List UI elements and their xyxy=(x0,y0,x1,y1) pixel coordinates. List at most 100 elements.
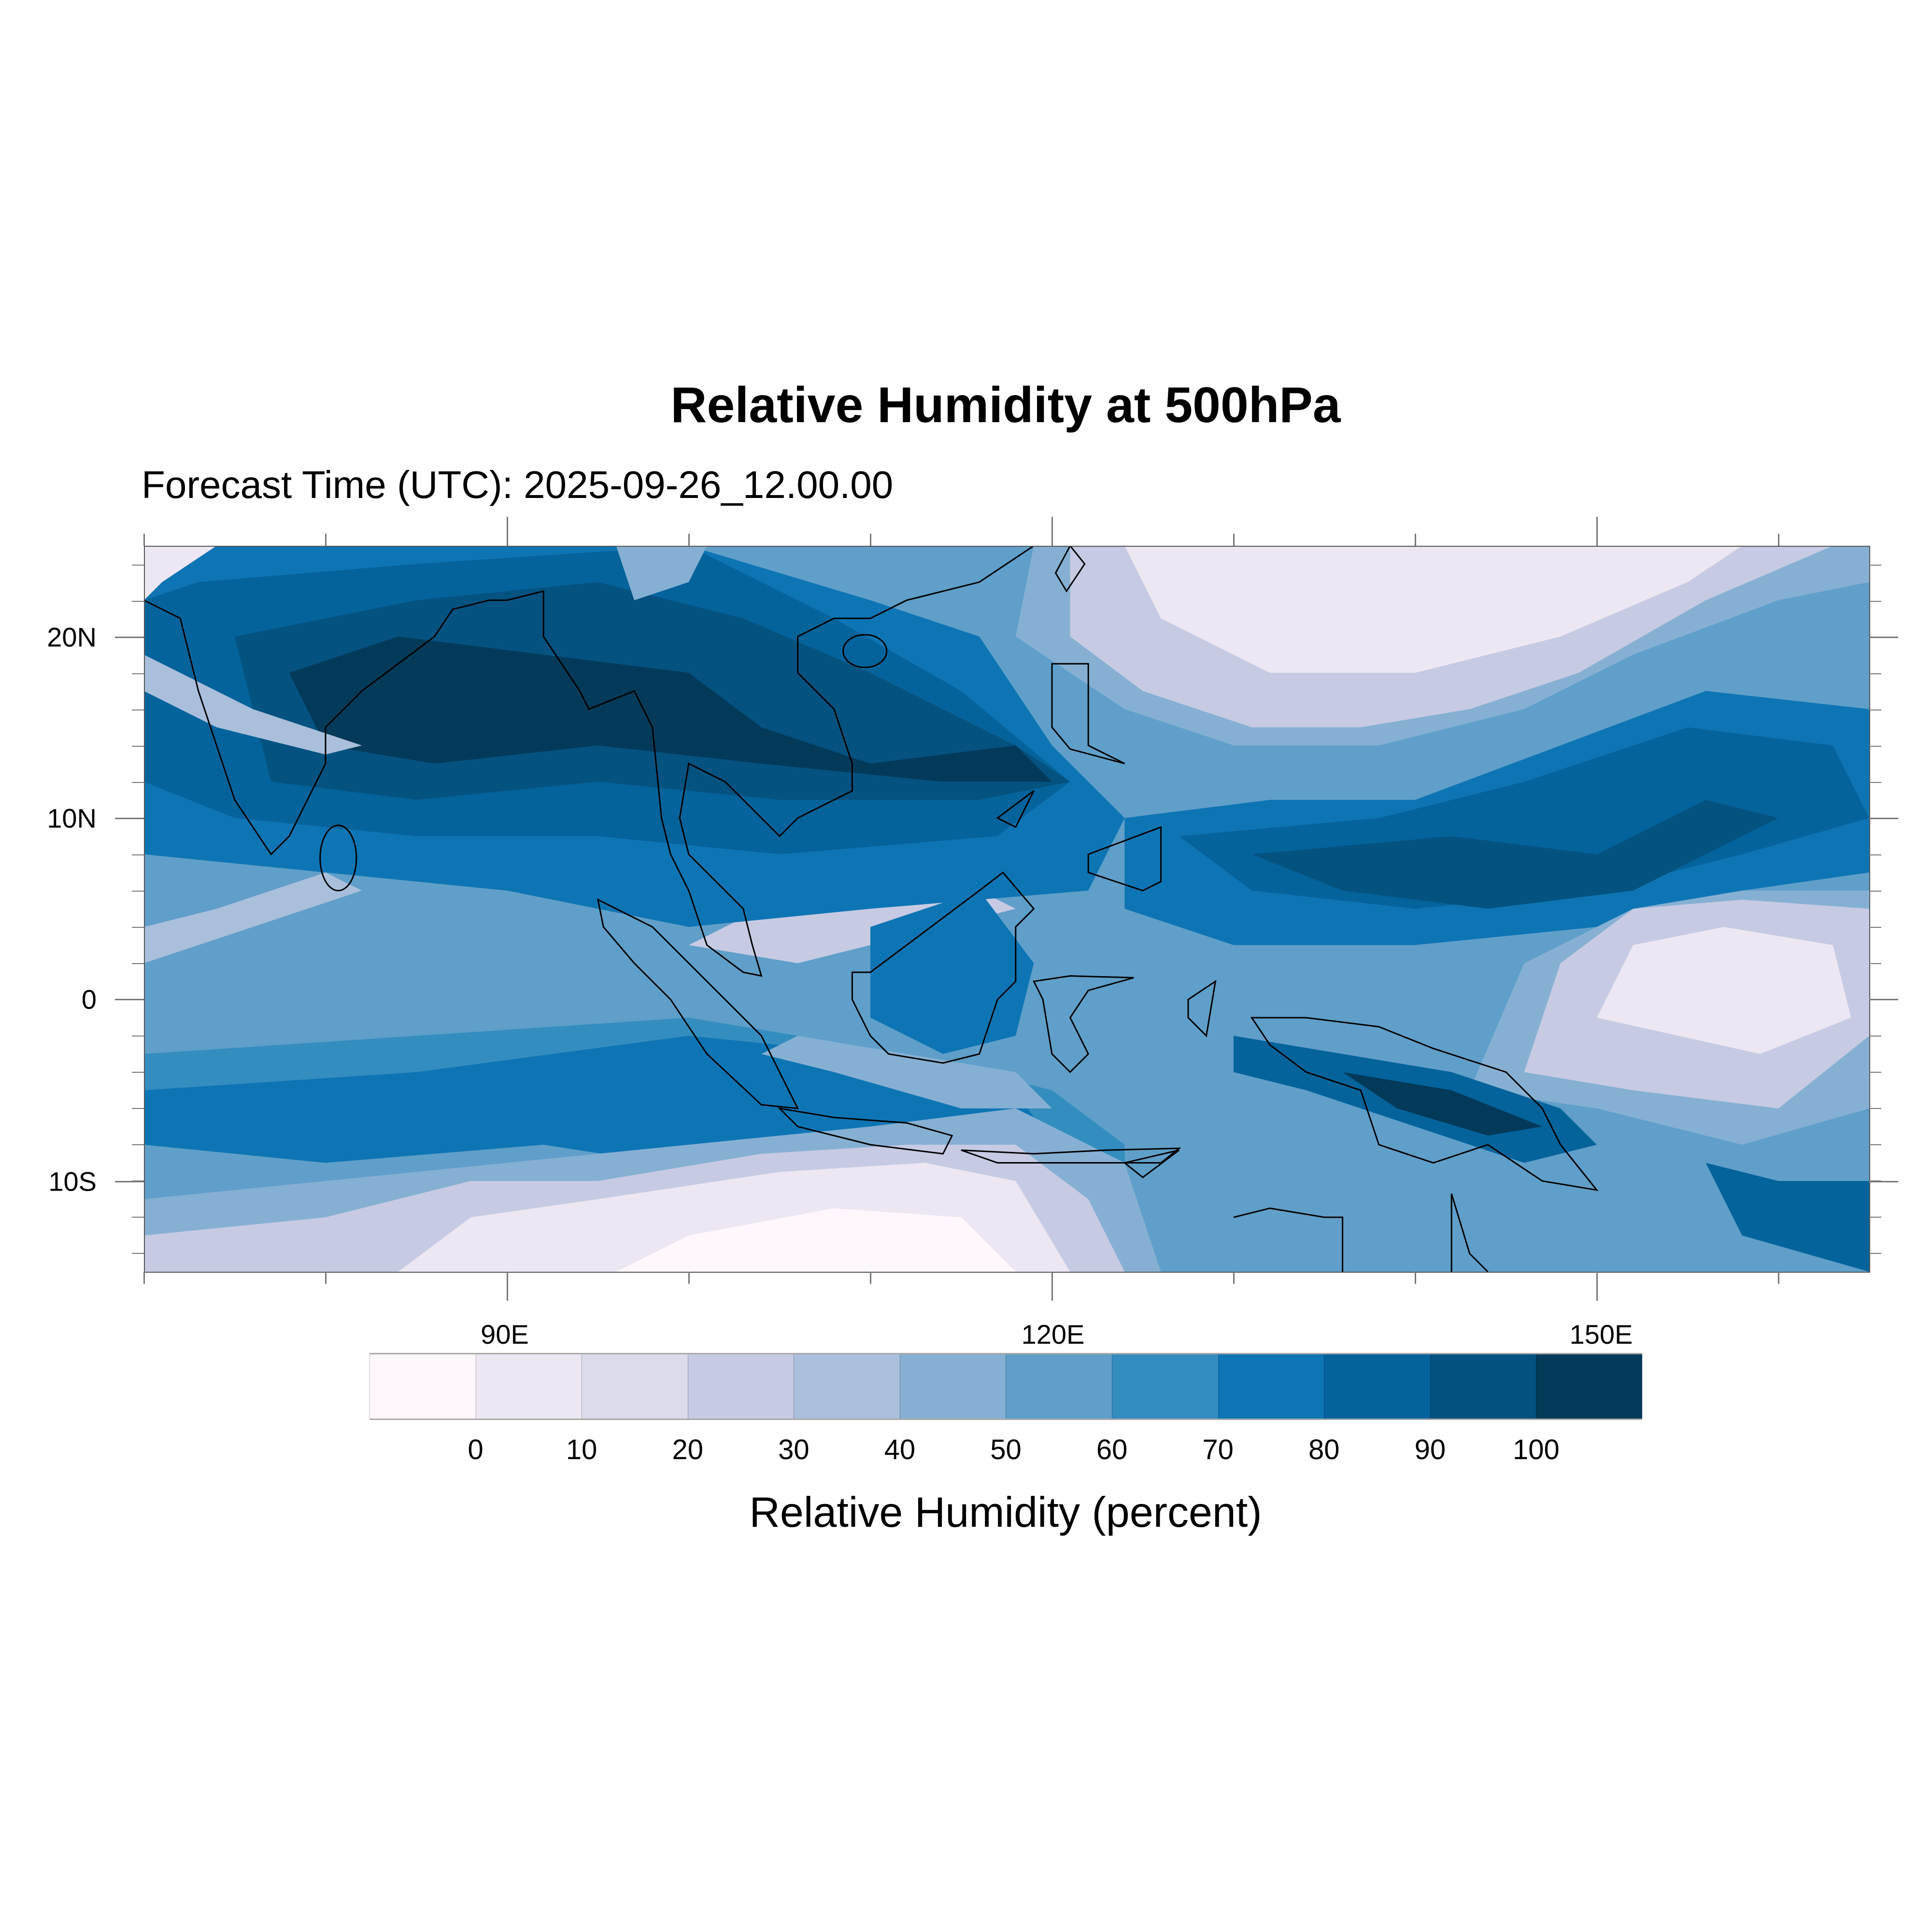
axis-tick xyxy=(1869,963,1881,964)
axis-tick xyxy=(143,1272,145,1284)
colorbar-swatch xyxy=(1218,1354,1324,1419)
axis-tick xyxy=(1778,534,1779,546)
axis-tick xyxy=(1869,1181,1898,1182)
colorbar xyxy=(369,1353,1642,1420)
axis-tick xyxy=(1869,637,1881,638)
axis-tick xyxy=(1233,534,1235,546)
colorbar-swatch xyxy=(1430,1354,1536,1419)
axis-tick xyxy=(132,637,144,638)
humidity-field xyxy=(144,546,1869,1272)
colorbar-swatch xyxy=(1324,1354,1430,1419)
axis-tick xyxy=(132,927,144,928)
axis-tick xyxy=(115,818,144,819)
axis-tick xyxy=(1869,854,1881,855)
axis-tick xyxy=(1415,534,1416,546)
chart-title: Relative Humidity at 500hPa xyxy=(670,377,1341,433)
axis-tick xyxy=(1869,1253,1881,1254)
colorbar-title: Relative Humidity (percent) xyxy=(749,1488,1262,1536)
axis-tick xyxy=(1869,782,1881,783)
axis-tick xyxy=(1869,1108,1881,1109)
axis-tick xyxy=(870,1272,871,1284)
axis-tick xyxy=(507,1272,508,1301)
axis-tick xyxy=(143,534,145,546)
axis-tick xyxy=(1869,673,1881,674)
axis-tick xyxy=(1596,1272,1598,1301)
y-tick-label: 10S xyxy=(48,1166,97,1197)
axis-tick xyxy=(325,534,327,546)
colorbar-swatch xyxy=(794,1354,900,1419)
colorbar-label: 60 xyxy=(1096,1434,1128,1465)
axis-tick xyxy=(688,534,690,546)
colorbar-label: 0 xyxy=(468,1434,483,1465)
colorbar-swatch xyxy=(1536,1354,1642,1419)
axis-tick xyxy=(1051,1272,1053,1301)
axis-tick xyxy=(1869,1036,1881,1037)
colorbar-swatch xyxy=(1112,1354,1218,1419)
axis-tick xyxy=(1869,1072,1881,1073)
axis-tick xyxy=(1869,927,1881,928)
colorbar-swatch xyxy=(582,1354,688,1419)
axis-tick xyxy=(132,1108,144,1109)
axis-tick xyxy=(1869,601,1881,602)
y-tick-label: 0 xyxy=(81,984,97,1015)
axis-tick xyxy=(1869,637,1898,638)
axis-tick xyxy=(1869,1144,1881,1145)
axis-tick xyxy=(1869,746,1881,747)
axis-tick xyxy=(132,1253,144,1254)
y-tick-label: 10N xyxy=(47,803,97,834)
axis-tick xyxy=(1233,1272,1235,1284)
colorbar-label: 90 xyxy=(1414,1434,1446,1465)
x-tick-label: 150E xyxy=(1569,1319,1633,1350)
axis-tick xyxy=(132,818,144,819)
humidity-map xyxy=(144,546,1869,1272)
axis-tick xyxy=(688,1272,690,1284)
axis-tick xyxy=(132,1036,144,1037)
axis-tick xyxy=(132,1144,144,1145)
axis-tick xyxy=(132,673,144,674)
axis-tick xyxy=(132,1180,144,1181)
colorbar-swatch xyxy=(687,1354,794,1419)
x-tick-label: 120E xyxy=(1021,1319,1085,1350)
colorbar-swatch xyxy=(369,1354,476,1419)
colorbar-label: 30 xyxy=(778,1434,810,1465)
axis-tick xyxy=(132,854,144,855)
coastlines xyxy=(144,546,1597,1272)
colorbar-label: 40 xyxy=(884,1434,916,1465)
axis-tick xyxy=(115,999,144,1000)
axis-tick xyxy=(1869,1217,1881,1218)
axis-tick xyxy=(1869,565,1881,566)
axis-tick xyxy=(132,601,144,602)
colorbar-swatch xyxy=(1006,1354,1112,1419)
x-tick-label: 90E xyxy=(481,1319,529,1350)
colorbar-label: 100 xyxy=(1513,1434,1560,1465)
chart-subtitle: Forecast Time (UTC): 2025-09-26_12.00.00 xyxy=(142,463,894,506)
axis-tick xyxy=(507,517,508,546)
axis-tick xyxy=(132,999,144,1000)
colorbar-label: 20 xyxy=(672,1434,704,1465)
axis-tick xyxy=(1596,517,1598,546)
colorbar-label: 80 xyxy=(1308,1434,1340,1465)
axis-tick xyxy=(132,1217,144,1218)
colorbar-swatch xyxy=(475,1354,582,1419)
axis-tick xyxy=(1869,999,1898,1000)
colorbar-label: 50 xyxy=(990,1434,1022,1465)
colorbar-label: 70 xyxy=(1202,1434,1234,1465)
axis-tick xyxy=(132,891,144,892)
axis-tick xyxy=(132,746,144,747)
axis-tick xyxy=(1869,818,1898,819)
axis-tick xyxy=(1051,517,1053,546)
axis-tick xyxy=(325,1272,327,1284)
axis-tick xyxy=(115,1181,144,1182)
axis-tick xyxy=(132,963,144,964)
axis-tick xyxy=(1869,818,1881,819)
axis-tick xyxy=(132,782,144,783)
axis-tick xyxy=(1778,1272,1779,1284)
axis-tick xyxy=(132,1072,144,1073)
y-tick-label: 20N xyxy=(47,622,97,653)
axis-tick xyxy=(1415,1272,1416,1284)
axis-tick xyxy=(1869,891,1881,892)
axis-tick xyxy=(870,534,871,546)
colorbar-label: 10 xyxy=(566,1434,597,1465)
axis-tick xyxy=(1869,999,1881,1000)
axis-tick xyxy=(115,637,144,638)
